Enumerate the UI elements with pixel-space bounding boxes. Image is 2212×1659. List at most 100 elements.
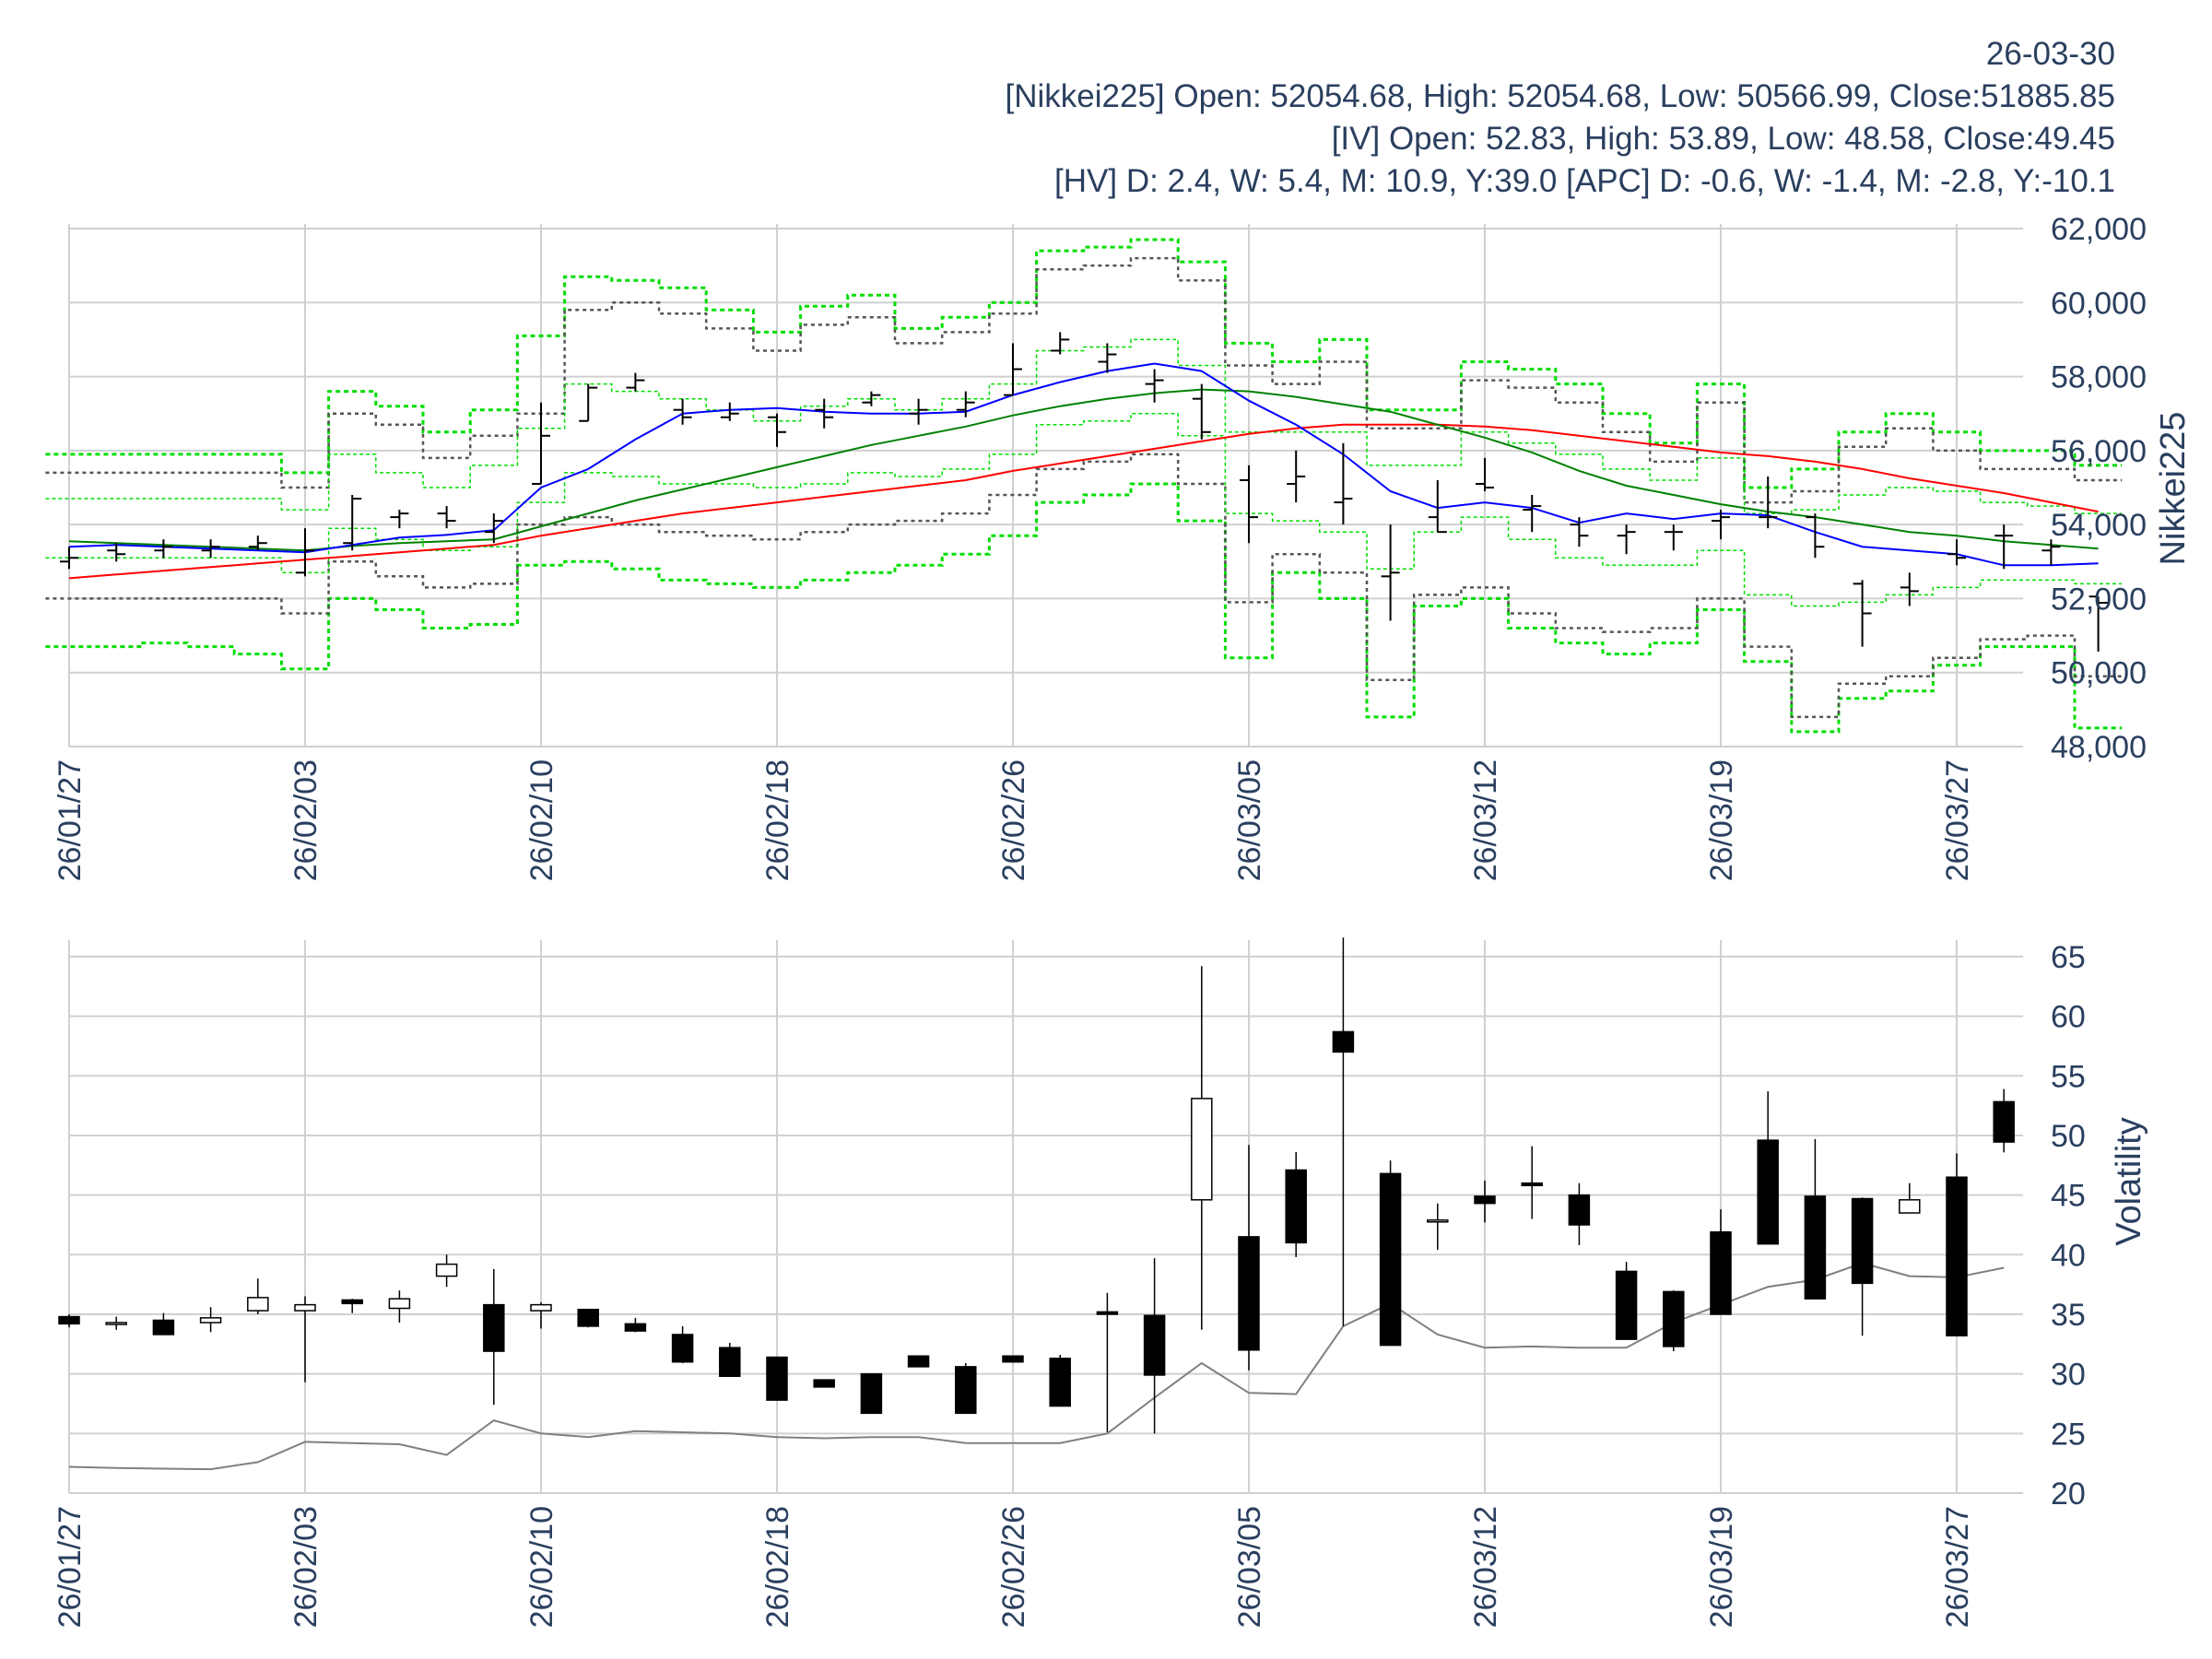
- volatility-candle: [1332, 937, 1355, 1326]
- price-ohlc-bar: [956, 391, 975, 418]
- price-bollinger-bands: [45, 238, 2123, 734]
- price-ohlc-bar: [437, 506, 456, 529]
- volatility-ytick-label: 35: [2051, 1298, 2086, 1333]
- volatility-xtick-label: 26/03/27: [1940, 1506, 1975, 1628]
- price-ohlc-bar: [1334, 442, 1353, 525]
- volatility-candle-body: [58, 1315, 80, 1325]
- price-ohlc-bar: [862, 391, 881, 406]
- volatility-ytick-label: 45: [2051, 1179, 2086, 1214]
- price-xtick-label: 26/02/10: [524, 759, 559, 881]
- volatility-candle-body: [813, 1379, 835, 1388]
- price-ohlc-bar: [1900, 572, 1919, 606]
- price-ohlc-bar: [768, 413, 786, 447]
- price-band-outer-lower-line: [45, 482, 2123, 734]
- price-ohlc-bar: [1051, 332, 1070, 355]
- price-ohlc-bar: [579, 383, 598, 422]
- volatility-candle: [1096, 1292, 1119, 1433]
- volatility-candle: [1804, 1138, 1827, 1300]
- volatility-candle: [671, 1325, 694, 1364]
- volatility-candle: [766, 1356, 788, 1401]
- price-xtick-label: 26/02/18: [760, 759, 795, 881]
- volatility-xtick-label: 26/02/26: [996, 1506, 1031, 1628]
- volatility-candle-body: [624, 1323, 647, 1332]
- volatility-candle-body: [1474, 1195, 1496, 1205]
- volatility-candles: [58, 937, 2015, 1434]
- price-xtick-label: 26/02/03: [288, 759, 324, 881]
- volatility-candle-body: [152, 1319, 175, 1335]
- volatility-candle: [1238, 1145, 1260, 1371]
- volatility-candle-body: [1049, 1358, 1071, 1407]
- price-y-axis-label: Nikkei225: [2154, 412, 2193, 566]
- price-xtick-label: 26/03/19: [1704, 759, 1739, 881]
- volatility-candle-body: [1143, 1314, 1166, 1376]
- price-ohlc-bar: [1664, 524, 1683, 551]
- volatility-candle: [199, 1307, 222, 1333]
- volatility-candle: [624, 1317, 647, 1333]
- volatility-candle: [1663, 1290, 1685, 1352]
- volatility-candle: [1002, 1355, 1024, 1363]
- volatility-candle-body: [247, 1297, 269, 1312]
- volatility-candle-body: [1710, 1230, 1732, 1315]
- volatility-ytick-label: 60: [2051, 1000, 2086, 1035]
- volatility-candle: [1710, 1209, 1732, 1315]
- price-ohlc-bar: [484, 513, 503, 544]
- price-ohlc-bar: [1098, 343, 1117, 373]
- price-ohlc-bar: [1617, 524, 1636, 555]
- price-ohlc-bar: [107, 543, 126, 562]
- volatility-ytick-label: 55: [2051, 1059, 2086, 1094]
- price-ohlc-bar: [1004, 343, 1022, 396]
- volatility-candle-body: [294, 1303, 316, 1312]
- volatility-candle: [1899, 1182, 1921, 1214]
- price-ytick-label: 48,000: [2051, 730, 2147, 765]
- volatility-candle-body: [1238, 1236, 1260, 1351]
- price-ytick-label: 56,000: [2051, 434, 2147, 469]
- price-ytick-label: 50,000: [2051, 656, 2147, 691]
- price-ohlc-bar: [1240, 465, 1258, 544]
- price-ohlc-bar: [2088, 595, 2108, 652]
- volatility-candle-body: [907, 1355, 930, 1368]
- price-ohlc-bar: [1570, 517, 1589, 547]
- volatility-candle-body: [577, 1309, 599, 1327]
- volatility-xtick-label: 26/03/19: [1704, 1506, 1739, 1628]
- price-xtick-label: 26/03/27: [1940, 759, 1975, 881]
- volatility-candle: [294, 1296, 316, 1382]
- volatility-candle-body: [1946, 1176, 1968, 1337]
- price-ytick-label: 62,000: [2051, 212, 2147, 247]
- volatility-candle: [719, 1343, 741, 1377]
- price-ohlc-bar: [626, 372, 645, 392]
- volatility-candle-body: [766, 1356, 788, 1401]
- price-ohlc-bar: [60, 547, 78, 570]
- volatility-candle-body: [1285, 1169, 1307, 1244]
- volatility-candle: [1521, 1146, 1543, 1219]
- volatility-candle: [1568, 1182, 1591, 1245]
- price-ohlc-bar: [1145, 369, 1164, 403]
- volatility-y-axis: 20 25 30 35 40 45 50 55 60 65: [2051, 940, 2086, 1512]
- volatility-ytick-label: 65: [2051, 940, 2086, 975]
- volatility-candle: [388, 1290, 411, 1324]
- volatility-candle: [1474, 1181, 1496, 1223]
- price-ohlc-bar: [815, 398, 834, 429]
- volatility-candle-body: [1002, 1355, 1024, 1363]
- volatility-candle-body: [1993, 1100, 2015, 1143]
- volatility-ytick-label: 50: [2051, 1119, 2086, 1154]
- volatility-candle: [1946, 1153, 1968, 1337]
- volatility-candle-body: [1615, 1270, 1638, 1340]
- price-ohlc-bar: [1947, 539, 1966, 566]
- volatility-xtick-label: 26/03/12: [1468, 1506, 1503, 1628]
- price-ohlc-bar: [1476, 457, 1494, 492]
- volatility-candle-body: [1521, 1182, 1543, 1187]
- volatility-x-axis: 26/01/27 26/02/03 26/02/10 26/02/18 26/02/26…: [53, 1506, 1975, 1628]
- price-y-axis: 48,000 50,000 52,000 54,000 56,000 58,000 60,0…: [2051, 212, 2147, 765]
- price-xtick-label: 26/02/26: [996, 759, 1031, 881]
- price-ohlc-bars: [60, 332, 2108, 652]
- volatility-candle: [1851, 1197, 1874, 1336]
- price-ohlc-bar: [1994, 524, 2014, 570]
- volatility-xtick-label: 26/01/27: [53, 1506, 88, 1628]
- price-ohlc-bar: [390, 510, 409, 529]
- volatility-candle: [813, 1379, 835, 1388]
- price-ohlc-bar: [2041, 539, 2061, 566]
- price-ohlc-bar: [1523, 495, 1542, 533]
- price-panel: 48,000 50,000 52,000 54,000 56,000 58,000 60,0…: [45, 212, 2193, 881]
- volatility-candle: [1049, 1354, 1071, 1407]
- volatility-y-axis-label: Volatility: [2110, 1117, 2148, 1245]
